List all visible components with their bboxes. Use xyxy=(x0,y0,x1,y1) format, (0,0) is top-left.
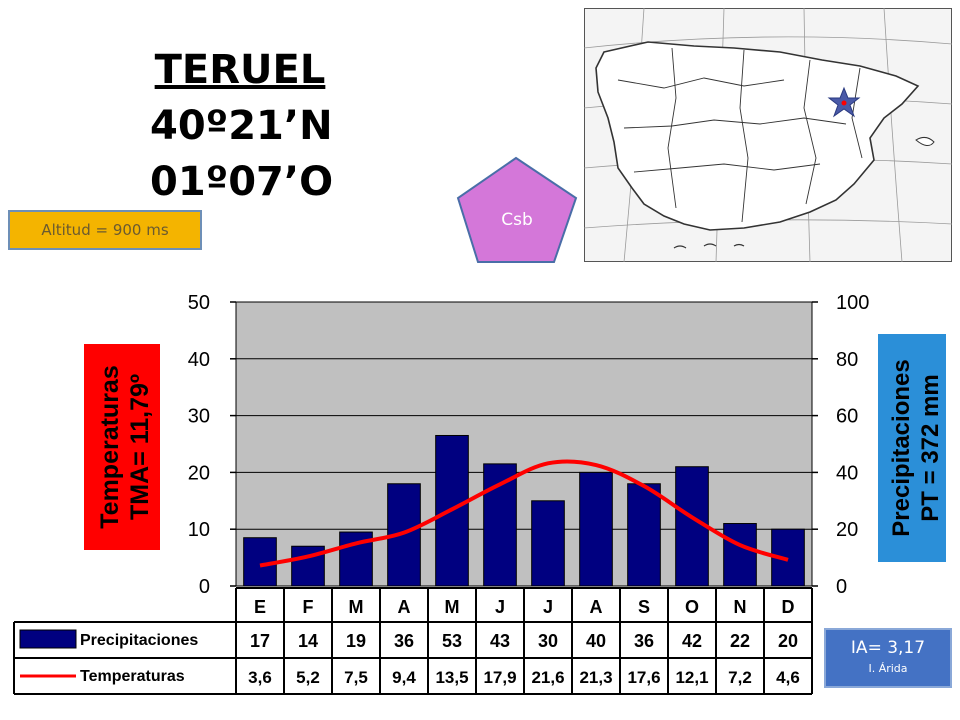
temperature-line xyxy=(259,459,789,568)
precip-bar xyxy=(723,523,757,587)
precip-legend-label: Precipitaciones xyxy=(80,632,198,649)
plot-background xyxy=(235,301,813,587)
y-right-tick-label: 40 xyxy=(836,462,858,484)
precip-value: 40 xyxy=(586,631,606,651)
temp-legend-label: Temperaturas xyxy=(80,668,185,685)
y-left-tick-label: 10 xyxy=(188,519,210,541)
y-right-tick-label: 20 xyxy=(836,519,858,541)
precip-axis-pt: PT = 372 mm xyxy=(917,374,944,521)
precip-value: 36 xyxy=(634,631,654,651)
climate-badge-pentagon xyxy=(456,156,578,263)
precip-axis-title: Precipitaciones xyxy=(888,359,915,536)
precip-value: 30 xyxy=(538,631,558,651)
month-label: F xyxy=(303,597,314,617)
city-name: TERUEL xyxy=(154,47,326,93)
temp-value: 17,9 xyxy=(483,668,516,687)
y-left-tick-label: 50 xyxy=(188,292,210,314)
month-label: S xyxy=(638,597,650,617)
y-right-tick-label: 60 xyxy=(836,406,858,428)
temp-axis-title: Temperaturas xyxy=(96,365,124,529)
temp-value: 7,5 xyxy=(344,668,368,687)
y-right-tick-label: 80 xyxy=(836,349,858,371)
precip-bar xyxy=(531,500,565,587)
precip-legend-swatch xyxy=(19,629,77,649)
plot-area: 0 10 20 30 40 50 0 20 40 60 80 100 xyxy=(188,292,870,598)
aridity-type: I. Árida xyxy=(868,662,908,675)
precip-value: 22 xyxy=(730,631,750,651)
precip-bar xyxy=(627,483,661,587)
month-label: A xyxy=(590,597,603,617)
y-left-tick-label: 20 xyxy=(188,462,210,484)
precip-value: 17 xyxy=(250,631,270,651)
spain-map xyxy=(584,8,952,262)
precip-value: 20 xyxy=(778,631,798,651)
precip-value: 43 xyxy=(490,631,510,651)
location-dot xyxy=(841,100,847,106)
climate-code: Csb xyxy=(501,210,533,230)
month-label: E xyxy=(254,597,266,617)
longitude: 01º07’O xyxy=(150,159,334,205)
precip-value: 53 xyxy=(442,631,462,651)
precip-axis-box xyxy=(878,334,946,562)
y-left-tick-label: 40 xyxy=(188,349,210,371)
altitude-badge: Altitud = 900 ms xyxy=(8,210,202,250)
precip-value: 42 xyxy=(682,631,702,651)
data-table: E 17 3,6 F 14 5,2 M 19 7,5 A 36 9,4 M 53 13,5 J 43 17,9 J 3… xyxy=(13,587,813,695)
month-label: O xyxy=(685,597,699,617)
temp-value: 21,6 xyxy=(531,668,564,687)
precip-value: 19 xyxy=(346,631,366,651)
temp-value: 13,5 xyxy=(435,668,468,687)
month-label: D xyxy=(782,597,795,617)
temp-value: 21,3 xyxy=(579,668,612,687)
y-left-tick-label: 0 xyxy=(199,576,210,598)
month-label: M xyxy=(445,597,460,617)
aridity-index: IA= 3,17 xyxy=(850,638,926,658)
temp-value: 5,2 xyxy=(296,668,320,687)
temp-value: 17,6 xyxy=(627,668,660,687)
month-label: N xyxy=(734,597,747,617)
temp-value: 9,4 xyxy=(392,668,416,687)
station-header: TERUEL 40º21’N 01º07’O xyxy=(150,42,334,210)
temp-axis-tma: TMA= 11,79º xyxy=(126,374,154,520)
precip-bar xyxy=(579,471,613,587)
month-label: M xyxy=(349,597,364,617)
y-right-tick-label: 0 xyxy=(836,576,847,598)
temp-axis-box xyxy=(84,344,160,550)
temp-value: 7,2 xyxy=(728,668,752,687)
iberia-outline xyxy=(595,41,920,231)
aridity-index-box: IA= 3,17 I. Árida xyxy=(824,628,952,688)
precip-value: 14 xyxy=(298,631,318,651)
precip-bar xyxy=(771,528,805,587)
latitude: 40º21’N xyxy=(150,103,333,149)
temp-value: 4,6 xyxy=(776,668,800,687)
y-right-tick-label: 100 xyxy=(836,292,869,314)
temp-value: 3,6 xyxy=(248,668,272,687)
month-label: A xyxy=(398,597,411,617)
y-left-tick-label: 30 xyxy=(188,406,210,428)
precip-value: 36 xyxy=(394,631,414,651)
month-label: J xyxy=(543,597,553,617)
month-label: J xyxy=(495,597,505,617)
temp-value: 12,1 xyxy=(675,668,708,687)
